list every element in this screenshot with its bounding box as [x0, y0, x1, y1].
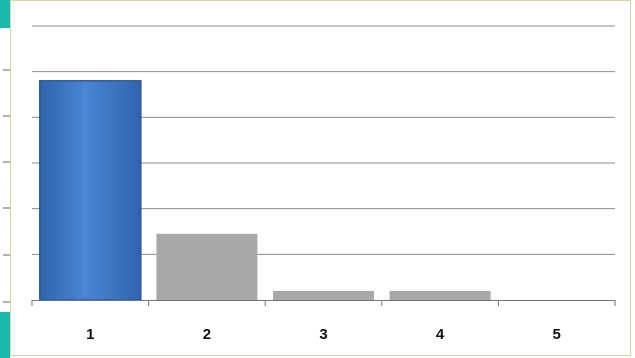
- teal-accent-bottom: [0, 312, 10, 358]
- x-tick-label: 4: [436, 326, 445, 343]
- bar-2: [156, 233, 258, 300]
- bar-3: [273, 290, 374, 300]
- x-tick-labels: 1 2 3 4 5: [86, 326, 561, 343]
- x-axis: [31, 300, 616, 306]
- left-axis-ticks: [3, 69, 10, 303]
- x-tick-label: 5: [553, 326, 561, 343]
- bars: [39, 80, 491, 301]
- teal-accent-top: [0, 0, 10, 28]
- x-tick-label: 2: [203, 326, 211, 343]
- x-tick-label: 1: [86, 326, 94, 343]
- bar-4: [389, 290, 491, 300]
- bar-1: [39, 80, 142, 301]
- x-tick-label: 3: [319, 326, 327, 343]
